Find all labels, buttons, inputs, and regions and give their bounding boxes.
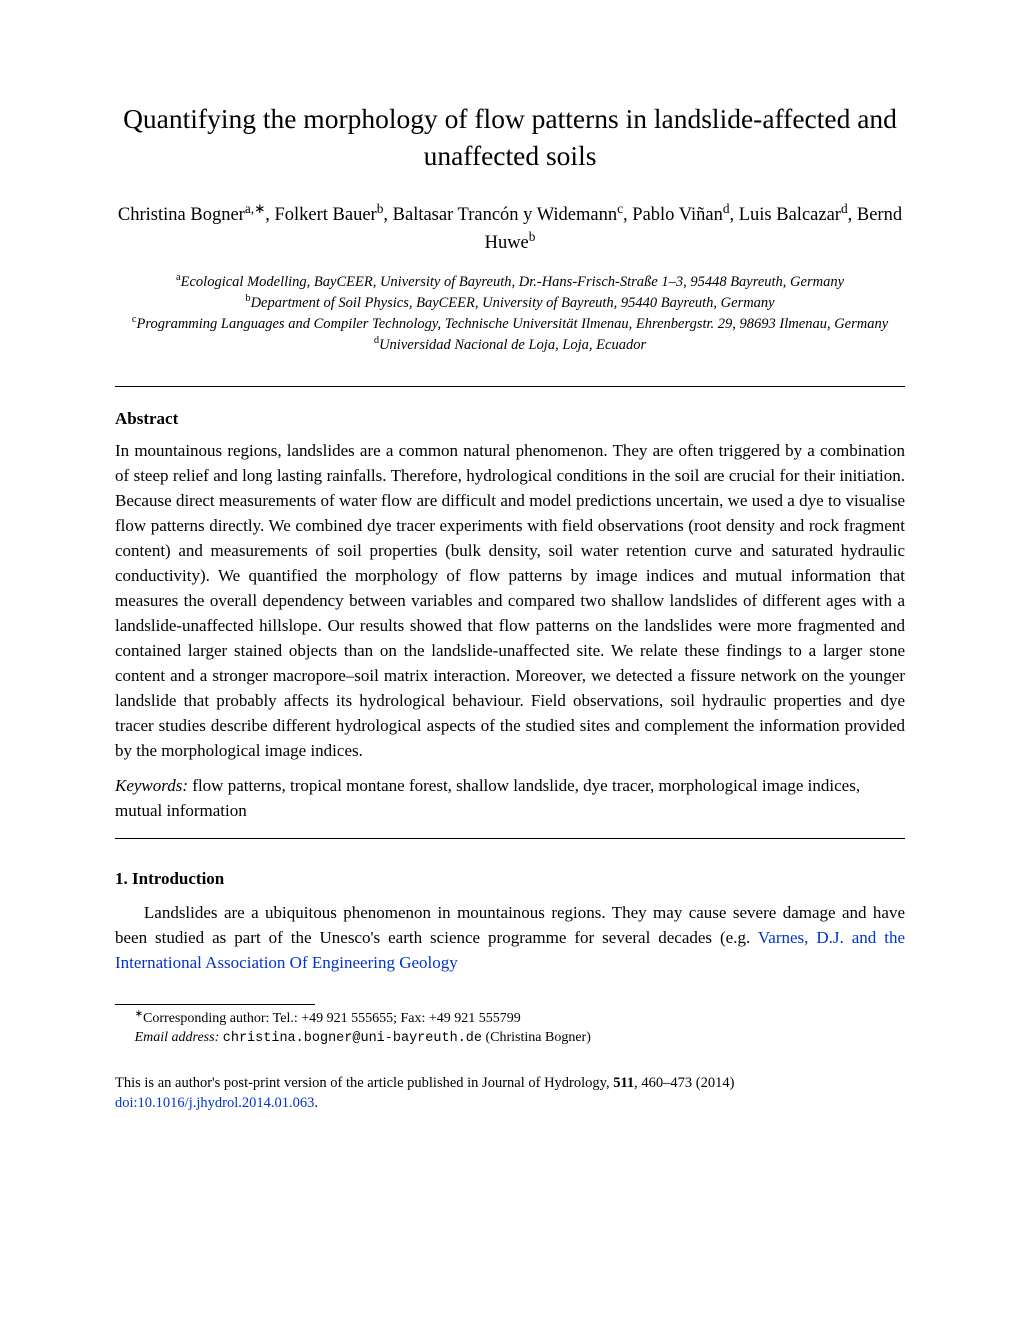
- footnote-rule: [115, 1004, 315, 1005]
- section-1-heading: 1. Introduction: [115, 869, 905, 889]
- footnote-corresponding: ∗Corresponding author: Tel.: +49 921 555…: [115, 1009, 905, 1029]
- postprint-volume: 511: [613, 1075, 634, 1091]
- postprint-period: .: [314, 1095, 318, 1111]
- asterisk-marker: ∗: [135, 1008, 143, 1019]
- postprint-pages: , 460–473 (2014): [634, 1075, 734, 1091]
- abstract-heading: Abstract: [115, 409, 905, 429]
- postprint-notice: This is an author's post-print version o…: [115, 1073, 905, 1114]
- affiliations-block: aEcological Modelling, BayCEER, Universi…: [115, 272, 905, 356]
- keywords-label: Keywords:: [115, 776, 188, 795]
- rule-top: [115, 386, 905, 387]
- paper-title: Quantifying the morphology of flow patte…: [115, 100, 905, 174]
- keywords: Keywords: flow patterns, tropical montan…: [115, 774, 905, 824]
- keywords-text: flow patterns, tropical montane forest, …: [115, 776, 860, 820]
- authors-list: Christina Bognera,∗, Folkert Bauerb, Bal…: [115, 202, 905, 258]
- doi-link[interactable]: doi:10.1016/j.jhydrol.2014.01.063: [115, 1095, 314, 1111]
- affiliation-d: dUniversidad Nacional de Loja, Loja, Ecu…: [115, 335, 905, 356]
- section-1-paragraph: Landslides are a ubiquitous phenomenon i…: [115, 901, 905, 976]
- paper-page: Quantifying the morphology of flow patte…: [0, 0, 1020, 1174]
- footnote-email: Email address: christina.bogner@uni-bayr…: [115, 1028, 905, 1049]
- rule-bottom: [115, 838, 905, 839]
- affiliation-c: cProgramming Languages and Compiler Tech…: [115, 314, 905, 335]
- footnote-corr-text: Corresponding author: Tel.: +49 921 5556…: [143, 1011, 521, 1026]
- email-label: Email address:: [135, 1030, 220, 1045]
- postprint-pre: This is an author's post-print version o…: [115, 1075, 613, 1091]
- email-author: (Christina Bogner): [482, 1030, 591, 1045]
- email-address: christina.bogner@uni-bayreuth.de: [223, 1031, 482, 1046]
- affiliation-a: aEcological Modelling, BayCEER, Universi…: [115, 272, 905, 293]
- abstract-text: In mountainous regions, landslides are a…: [115, 439, 905, 764]
- affiliation-b: bDepartment of Soil Physics, BayCEER, Un…: [115, 293, 905, 314]
